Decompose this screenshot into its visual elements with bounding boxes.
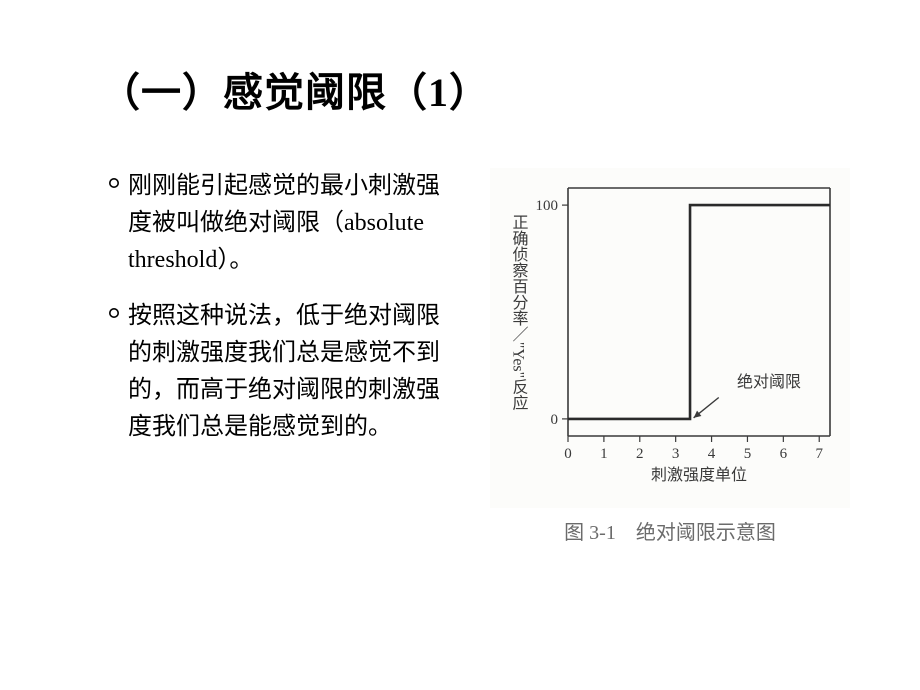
svg-text:6: 6: [780, 446, 788, 462]
bullet-text: 刚刚能引起感觉的最小刺激强度被叫做绝对阈限（absolute threshold…: [128, 168, 460, 280]
figure: 0 1 2 3 4 5 6 7 0 100 刺激强度单位 正确侦察百分率／"Yes"反应绝对阈限 图 …: [480, 168, 860, 545]
bullet-list: 刚刚能引起感觉的最小刺激强度被叫做绝对阈限（absolute threshold…: [100, 168, 460, 464]
list-item: 按照这种说法，低于绝对阈限的刺激强度我们总是感觉不到的，而高于绝对阈限的刺激强度…: [100, 298, 460, 447]
svg-text:刺激强度单位: 刺激强度单位: [651, 466, 747, 484]
svg-text:2: 2: [636, 446, 644, 462]
svg-text:0: 0: [564, 446, 572, 462]
svg-text:正确侦察百分率／"Yes"反应: 正确侦察百分率／"Yes"反应: [510, 214, 529, 410]
svg-text:3: 3: [672, 446, 680, 462]
slide-title: （一）感觉阈限（1）: [100, 60, 860, 118]
svg-text:100: 100: [536, 198, 559, 214]
bullet-icon: [100, 298, 128, 447]
threshold-chart: 0 1 2 3 4 5 6 7 0 100 刺激强度单位 正确侦察百分率／"Yes"反应绝对阈限: [490, 168, 850, 508]
svg-text:7: 7: [815, 446, 823, 462]
svg-text:4: 4: [708, 446, 716, 462]
content-row: 刚刚能引起感觉的最小刺激强度被叫做绝对阈限（absolute threshold…: [100, 168, 860, 545]
svg-text:1: 1: [600, 446, 608, 462]
bullet-icon: [100, 168, 128, 280]
bullet-text: 按照这种说法，低于绝对阈限的刺激强度我们总是感觉不到的，而高于绝对阈限的刺激强度…: [128, 298, 460, 447]
svg-text:5: 5: [744, 446, 752, 462]
list-item: 刚刚能引起感觉的最小刺激强度被叫做绝对阈限（absolute threshold…: [100, 168, 460, 280]
figure-caption: 图 3-1 绝对阈限示意图: [564, 516, 776, 545]
slide: （一）感觉阈限（1） 刚刚能引起感觉的最小刺激强度被叫做绝对阈限（absolut…: [0, 0, 920, 690]
svg-text:绝对阈限: 绝对阈限: [737, 373, 801, 391]
svg-text:0: 0: [551, 412, 559, 428]
